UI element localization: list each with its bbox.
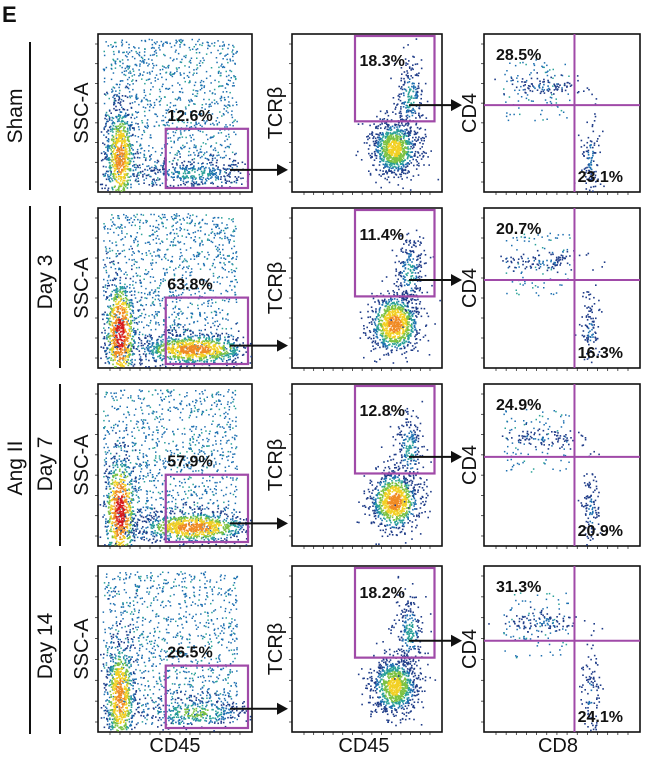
- tcr-axis-label: TCRβ: [265, 262, 287, 315]
- tcr-gate-percent: 12.8%: [360, 403, 405, 420]
- cd4-axis-label: CD4: [459, 629, 481, 669]
- cd4-axis-label: CD4: [459, 445, 481, 485]
- cd4-cd8-frame: [483, 565, 641, 733]
- tcr-axis-label: TCRβ: [265, 439, 287, 492]
- cd4-cd8-plot: [481, 565, 641, 735]
- tcr-cd45-plot: [289, 207, 443, 371]
- tcr-gate: [353, 208, 436, 298]
- gate-arrow: [230, 163, 288, 176]
- cd45-gate-percent: 57.9%: [167, 454, 212, 471]
- cd45-gate-percent: 63.8%: [167, 277, 212, 294]
- tcr-cd45-plot: [289, 383, 443, 549]
- cd45-ssc-frame: [97, 33, 253, 193]
- tcr-axis-label: TCRβ: [265, 87, 287, 140]
- cd8-gate-percent: 16.3%: [578, 345, 623, 362]
- gate-arrow: [409, 274, 462, 286]
- cd45-ssc-plot: [95, 207, 253, 371]
- tcr-cd45-plot: [289, 565, 443, 735]
- cd8-gate-percent: 23.1%: [578, 169, 623, 186]
- ssc-axis-label: SSC-A: [71, 257, 93, 319]
- cd4-gate-percent: 31.3%: [496, 579, 541, 596]
- day7-label: Day 7: [34, 437, 57, 492]
- gate-arrow: [230, 517, 288, 530]
- cd4-cd8-frame: [483, 207, 641, 369]
- day3-label: Day 3: [34, 255, 57, 310]
- cd4-gate-percent: 20.7%: [496, 221, 541, 238]
- col1-x-label: CD45: [149, 735, 200, 757]
- cd4-axis-label: CD4: [459, 93, 481, 133]
- cd4-cd8-frame: [483, 33, 641, 193]
- gate-arrow: [230, 702, 288, 715]
- cd8-gate-percent: 24.1%: [578, 709, 623, 726]
- tcr-gate-percent: 18.3%: [360, 53, 405, 70]
- sham-group-label: Sham: [4, 89, 27, 144]
- cd4-gate-percent: 24.9%: [496, 397, 541, 414]
- cd45-ssc-plot: [95, 383, 253, 549]
- tcr-gate: [353, 566, 436, 659]
- panel-row: [95, 33, 641, 195]
- ssc-axis-label: SSC-A: [71, 82, 93, 144]
- cd8-gate-percent: 20.9%: [578, 523, 623, 540]
- ssc-axis-label: SSC-A: [71, 434, 93, 496]
- panel-row: [95, 207, 641, 371]
- ssc-axis-label: SSC-A: [71, 618, 93, 680]
- day14-label: Day 14: [34, 612, 57, 679]
- cd45-gate: [164, 664, 250, 730]
- cd4-cd8-plot: [481, 33, 641, 195]
- cd4-gate-percent: 28.5%: [496, 47, 541, 64]
- cd4-cd8-frame: [483, 383, 641, 547]
- tcr-cd45-frame: [291, 565, 443, 733]
- panel-row: [95, 565, 641, 735]
- cd45-gate: [164, 296, 250, 366]
- col3-x-label: CD8: [538, 735, 578, 757]
- cd4-cd8-plot: [481, 383, 641, 549]
- cd45-gate: [164, 127, 250, 190]
- tcr-cd45-frame: [291, 383, 443, 547]
- cd45-ssc-plot: [95, 565, 253, 735]
- cd45-gate-percent: 12.6%: [167, 108, 212, 125]
- panel-letter: E: [2, 2, 17, 27]
- gate-arrow: [230, 339, 288, 352]
- cd4-axis-label: CD4: [459, 268, 481, 308]
- tcr-axis-label: TCRβ: [265, 623, 287, 676]
- tcr-gate-percent: 18.2%: [360, 585, 405, 602]
- cd45-gate-percent: 26.5%: [167, 645, 212, 662]
- tcr-gate: [353, 34, 436, 123]
- panel-row: [95, 383, 641, 549]
- col2-x-label: CD45: [338, 735, 389, 757]
- tcr-gate: [353, 384, 436, 475]
- cd4-cd8-plot: [481, 207, 641, 371]
- cd45-ssc-plot: [95, 33, 253, 195]
- cd45-gate: [164, 473, 250, 544]
- plot-panels: 12.6% SSC-A 18.3% TCRβ 28.5% 23.1% CD4 63.8% SSC…: [71, 33, 641, 735]
- tcr-cd45-plot: [289, 33, 443, 195]
- gate-arrow: [409, 99, 462, 112]
- gate-arrow: [409, 450, 462, 463]
- tcr-gate-percent: 11.4%: [360, 227, 404, 244]
- gate-arrow: [409, 634, 462, 647]
- angii-group-label: Ang II: [4, 441, 27, 496]
